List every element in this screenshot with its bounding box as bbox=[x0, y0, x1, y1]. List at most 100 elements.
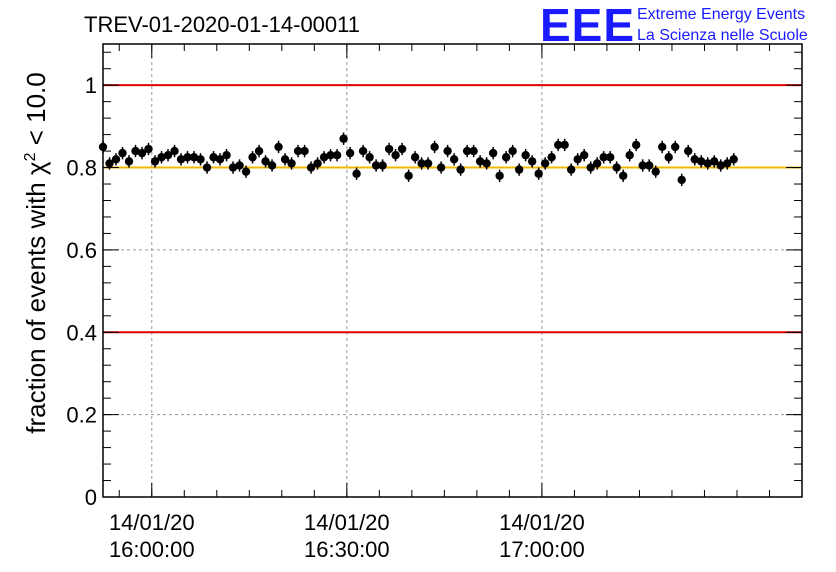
data-point bbox=[553, 140, 563, 150]
data-points bbox=[98, 132, 738, 187]
data-point bbox=[469, 146, 478, 156]
data-point bbox=[306, 163, 316, 172]
y-tick-label: 1 bbox=[85, 73, 97, 98]
data-point bbox=[430, 142, 439, 152]
data-point bbox=[664, 153, 673, 162]
plot-area bbox=[98, 43, 803, 498]
data-point bbox=[638, 161, 647, 170]
data-point bbox=[488, 148, 498, 158]
logo-line-1: Extreme Energy Events bbox=[637, 6, 805, 23]
y-tick-label: 0.8 bbox=[66, 156, 97, 181]
data-point bbox=[547, 153, 556, 162]
data-point bbox=[684, 146, 693, 156]
data-point bbox=[280, 155, 290, 164]
x-tick-time-label: 17:00:00 bbox=[499, 537, 585, 562]
data-point bbox=[540, 159, 550, 168]
chart-title: TREV-01-2020-01-14-00011 bbox=[84, 12, 360, 37]
reference-lines bbox=[103, 84, 802, 334]
y-tick-label: 0.6 bbox=[66, 238, 97, 263]
data-point bbox=[274, 142, 283, 152]
data-point bbox=[697, 157, 706, 166]
y-tick-label: 0.2 bbox=[66, 403, 97, 428]
data-point bbox=[475, 157, 485, 166]
logo-letters: EEE bbox=[540, 0, 635, 51]
data-point bbox=[332, 150, 342, 160]
data-point bbox=[189, 153, 199, 162]
data-point bbox=[573, 155, 582, 164]
y-tick-label: 0 bbox=[85, 485, 97, 510]
data-point bbox=[566, 165, 576, 174]
data-point bbox=[202, 163, 212, 172]
data-point bbox=[534, 169, 543, 178]
data-point bbox=[605, 153, 615, 162]
data-point bbox=[658, 142, 667, 152]
data-point bbox=[319, 153, 329, 162]
data-point bbox=[248, 153, 257, 162]
data-point bbox=[710, 157, 719, 166]
grid bbox=[103, 44, 802, 497]
data-point bbox=[501, 153, 511, 162]
y-axis-title-prefix: fraction of events with bbox=[21, 175, 51, 434]
data-point bbox=[456, 165, 465, 174]
data-point bbox=[293, 146, 303, 156]
data-point bbox=[618, 171, 628, 180]
eee-logo: EEE Extreme Energy Events La Scienza nel… bbox=[540, 0, 808, 51]
data-point bbox=[482, 159, 491, 168]
data-point bbox=[703, 159, 712, 168]
data-point bbox=[183, 153, 192, 162]
data-point bbox=[423, 159, 433, 168]
data-point bbox=[729, 155, 738, 164]
data-point bbox=[495, 171, 504, 180]
data-point bbox=[137, 148, 147, 158]
data-point bbox=[313, 159, 322, 168]
data-point bbox=[586, 163, 595, 172]
data-point bbox=[235, 161, 244, 170]
data-point bbox=[163, 150, 173, 160]
y-axis-title-symbol: χ bbox=[21, 161, 51, 175]
data-point bbox=[449, 155, 459, 164]
x-tick-date-label: 14/01/20 bbox=[499, 510, 585, 535]
data-point bbox=[690, 155, 699, 164]
x-tick-time-label: 16:00:00 bbox=[109, 537, 195, 562]
data-point bbox=[261, 157, 270, 166]
data-point bbox=[111, 155, 121, 164]
data-point bbox=[417, 159, 426, 168]
data-point bbox=[651, 167, 660, 176]
data-point bbox=[625, 150, 634, 160]
data-point bbox=[222, 150, 231, 160]
data-point bbox=[365, 153, 374, 162]
data-point bbox=[176, 155, 186, 164]
data-point bbox=[404, 171, 413, 180]
data-point bbox=[124, 157, 134, 166]
data-point bbox=[560, 140, 569, 150]
data-point bbox=[436, 163, 446, 172]
data-point bbox=[352, 169, 361, 178]
data-point bbox=[131, 146, 140, 156]
data-point bbox=[579, 150, 589, 160]
data-point bbox=[631, 140, 641, 150]
data-point bbox=[592, 159, 602, 168]
data-point bbox=[339, 134, 348, 143]
logo-line-2: La Scienza nelle Scuole bbox=[637, 27, 808, 44]
data-point bbox=[384, 144, 394, 154]
data-point bbox=[300, 146, 309, 156]
data-point bbox=[209, 153, 218, 162]
x-tick-date-label: 14/01/20 bbox=[109, 510, 195, 535]
data-point bbox=[508, 146, 517, 156]
data-point bbox=[118, 148, 127, 158]
data-point bbox=[371, 161, 381, 170]
axis-ticks bbox=[103, 44, 803, 498]
y-axis-title-superscript: 2 bbox=[22, 152, 39, 161]
data-point bbox=[287, 159, 296, 168]
data-point bbox=[326, 150, 335, 160]
data-point bbox=[391, 150, 400, 160]
y-axis-title: fraction of events with χ2 < 10.0 bbox=[21, 72, 51, 433]
data-point bbox=[716, 161, 725, 170]
data-point bbox=[215, 155, 225, 164]
data-point bbox=[462, 146, 472, 156]
x-tick-date-label: 14/01/20 bbox=[304, 510, 390, 535]
data-point bbox=[514, 165, 524, 174]
data-point bbox=[723, 159, 732, 168]
data-point bbox=[170, 146, 179, 156]
